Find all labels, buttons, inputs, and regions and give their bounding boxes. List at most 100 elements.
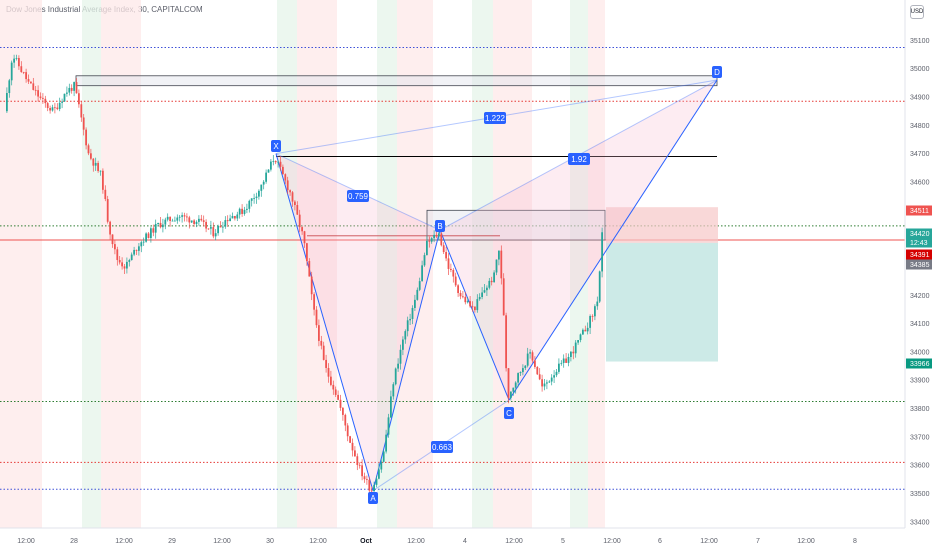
- candle-body: [226, 220, 229, 222]
- time-tick-label: Oct: [360, 538, 372, 545]
- candle-body: [61, 101, 63, 103]
- point-label-box[interactable]: [712, 66, 722, 78]
- session-band: [277, 0, 297, 528]
- candle-body: [202, 220, 205, 222]
- candle-body: [73, 82, 75, 91]
- supply-zone[interactable]: [75, 75, 718, 87]
- resistance-zone[interactable]: [426, 209, 606, 241]
- point-label-c[interactable]: C: [506, 409, 512, 418]
- candle-body: [462, 296, 464, 298]
- candle-body: [541, 379, 543, 387]
- candle-body: [440, 233, 443, 246]
- candle-body: [330, 376, 332, 385]
- candle-body: [51, 107, 54, 111]
- candle-body: [430, 238, 433, 242]
- point-label-d[interactable]: D: [714, 68, 720, 77]
- candle-body: [414, 299, 416, 308]
- candle-body: [399, 349, 402, 364]
- candle-body: [356, 456, 359, 465]
- candle-body: [198, 218, 200, 222]
- candle-body: [500, 250, 503, 279]
- time-tick-label: 8: [853, 538, 857, 545]
- candle-body: [524, 365, 527, 369]
- point-label-x[interactable]: X: [273, 142, 279, 151]
- candle-body: [536, 366, 539, 375]
- candle-body: [6, 92, 8, 112]
- price-tag[interactable]: [906, 358, 932, 369]
- candle-body: [582, 329, 584, 335]
- candle-body: [586, 327, 589, 332]
- price-tag[interactable]: [906, 259, 932, 270]
- candle-body: [248, 200, 251, 209]
- point-label-a[interactable]: A: [370, 494, 376, 503]
- ratio-label[interactable]: 1.222: [485, 114, 506, 123]
- pattern-labels: X A B C D 0.759 0.663 1.222 1.92: [271, 66, 722, 504]
- point-label-b[interactable]: B: [437, 222, 442, 231]
- price-tag[interactable]: [906, 249, 932, 260]
- pattern-leg-ab[interactable]: [372, 229, 441, 491]
- pattern-leg-cd[interactable]: [508, 79, 718, 401]
- candle-body: [380, 461, 383, 470]
- candle-body: [351, 442, 354, 451]
- price-tag-label: 34420: [910, 231, 930, 238]
- ratio-label[interactable]: 1.92: [571, 155, 587, 164]
- ratio-label[interactable]: 0.759: [348, 192, 369, 201]
- candle-body: [298, 214, 301, 228]
- ratio-label-box[interactable]: [431, 441, 453, 453]
- ratio-label[interactable]: 0.663: [432, 443, 453, 452]
- candle-body: [10, 62, 13, 81]
- pattern-leg-bc[interactable]: [439, 229, 510, 401]
- point-label-box[interactable]: [504, 407, 514, 419]
- price-tag[interactable]: [906, 228, 932, 239]
- candle-body: [402, 339, 404, 350]
- take-profit-zone[interactable]: [606, 242, 718, 362]
- price-tags: 34511 34420 12:43 34391 34385 33966: [906, 205, 932, 369]
- point-label-box[interactable]: [435, 220, 445, 232]
- candle-body: [147, 233, 150, 239]
- candle-body: [116, 249, 119, 261]
- time-axis: 12:00 28 12:00 29 12:00 30 12:00 Oct 12:00 4 12:00…: [0, 527, 905, 545]
- candle-body: [37, 90, 39, 97]
- session-band: [0, 0, 42, 528]
- candle-body: [246, 208, 248, 210]
- price-tick-label: 34100: [910, 321, 930, 328]
- candle-body: [56, 107, 59, 110]
- candle-body: [25, 72, 27, 80]
- ratio-label-box[interactable]: [347, 190, 369, 202]
- candle-body: [15, 58, 18, 59]
- pattern-leg-xa[interactable]: [275, 153, 374, 491]
- price-tag[interactable]: [906, 237, 932, 248]
- candle-body: [416, 289, 419, 300]
- currency-badge[interactable]: USD: [910, 5, 924, 19]
- candle-body: [368, 479, 371, 491]
- price-tick-label: 33700: [910, 434, 930, 441]
- candle-body: [102, 170, 104, 190]
- candle-body: [474, 306, 476, 311]
- candle-body: [270, 161, 272, 170]
- point-label-box[interactable]: [271, 140, 281, 152]
- time-tick-label: 4: [463, 538, 467, 545]
- candle-body: [135, 249, 138, 251]
- candle-body: [30, 81, 32, 84]
- ratio-label-box[interactable]: [568, 153, 590, 165]
- stop-loss-zone[interactable]: [606, 207, 718, 243]
- price-tick-label: 33600: [910, 463, 930, 470]
- candle-body: [469, 301, 471, 307]
- candle-body: [327, 367, 330, 377]
- point-label-box[interactable]: [368, 492, 378, 504]
- ratio-label-box[interactable]: [484, 112, 506, 124]
- candle-body: [488, 280, 491, 288]
- candle-body: [505, 315, 507, 369]
- candle-body: [289, 190, 291, 193]
- candle-body: [104, 189, 107, 200]
- time-tick-label: 7: [756, 538, 760, 545]
- candle-body: [442, 245, 445, 253]
- candle-body: [375, 478, 378, 485]
- candle-body: [553, 375, 555, 378]
- candle-body: [176, 217, 179, 221]
- candle-body: [13, 58, 15, 63]
- price-tick-label: 33500: [910, 491, 930, 498]
- candle-body: [332, 384, 335, 390]
- price-tag[interactable]: [906, 205, 932, 216]
